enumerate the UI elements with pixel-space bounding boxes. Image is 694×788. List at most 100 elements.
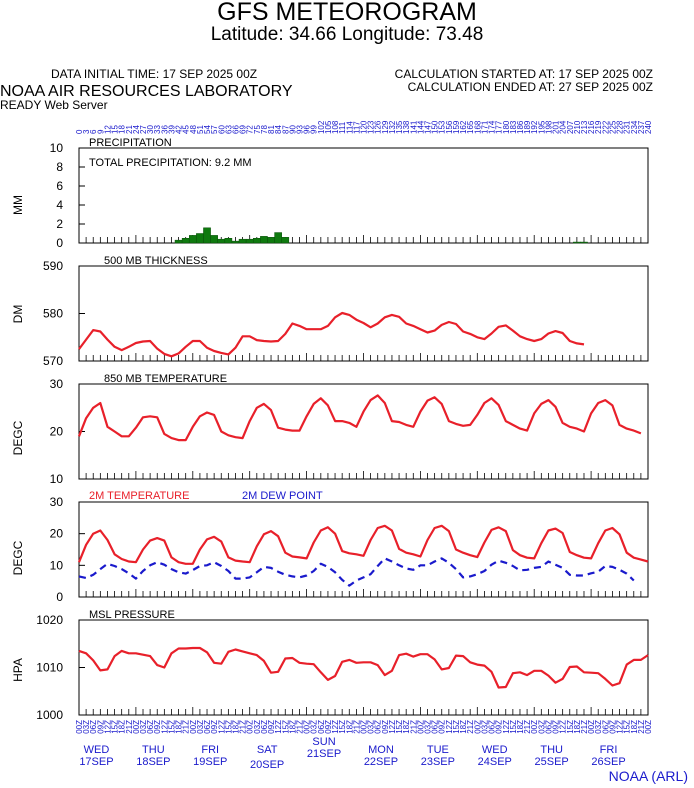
forecast-hour-label: 216 (587, 120, 596, 134)
date-label: 20SEP (250, 759, 284, 771)
y-tick-label: 0 (56, 590, 63, 604)
utc-hour-label: 06Z (317, 720, 326, 734)
y-axis-label: DEGC (11, 420, 25, 455)
utc-hour-label: 03Z (310, 720, 319, 734)
forecast-hour-label: 153 (438, 120, 447, 134)
utc-hour-label: 06Z (544, 720, 553, 734)
utc-hour-label: 09Z (96, 720, 105, 734)
utc-hour-label: 15Z (566, 720, 575, 734)
utc-hour-label: 06Z (89, 720, 98, 734)
utc-hour-label: 15Z (452, 720, 461, 734)
utc-hour-label: 09Z (438, 720, 447, 734)
y-tick-label: 30 (50, 377, 64, 391)
utc-hour-label: 18Z (402, 720, 411, 734)
forecast-hour-label: 114 (345, 121, 354, 134)
forecast-hour-label: 21 (125, 125, 134, 134)
forecast-hour-label: 66 (231, 125, 240, 134)
date-label: 23SEP (421, 756, 455, 768)
utc-hour-label: 12Z (217, 720, 226, 734)
utc-hour-label: 03Z (253, 720, 262, 734)
forecast-hour-label: 219 (594, 120, 603, 134)
utc-hour-label: 03Z (537, 720, 546, 734)
utc-hour-label: 18Z (175, 720, 184, 734)
precip-bar (210, 235, 218, 244)
forecast-hour-label: 231 (623, 120, 632, 134)
forecast-hour-label: 93 (295, 125, 304, 134)
utc-hour-label: 18Z (345, 720, 354, 734)
utc-hour-label: 15Z (224, 720, 233, 734)
forecast-hour-label: 183 (509, 120, 518, 134)
y-tick-label: 4 (56, 198, 63, 212)
forecast-hour-label: 111 (338, 121, 347, 134)
forecast-hour-label: 189 (523, 120, 532, 134)
date-label: 19SEP (193, 756, 227, 768)
precip-bar (253, 238, 261, 244)
series-line (78, 311, 585, 358)
forecast-hour-label: 225 (608, 120, 617, 134)
y-axis-label: DEGC (11, 540, 25, 575)
forecast-hour-label: 12 (103, 125, 112, 134)
forecast-hour-label: 237 (637, 120, 646, 134)
date-label: 24SEP (478, 756, 512, 768)
y-axis-label: MM (11, 195, 25, 215)
utc-hour-label: 15Z (509, 720, 518, 734)
forecast-hour-label: 129 (381, 120, 390, 134)
utc-hour-label: 18Z (516, 720, 525, 734)
calculation-ended: CALCULATION ENDED AT: 27 SEP 2025 00Z (407, 80, 653, 94)
date-label: 18SEP (136, 756, 170, 768)
forecast-hour-label: 186 (516, 120, 525, 134)
forecast-hour-label: 99 (310, 125, 319, 134)
forecast-hour-label: 213 (580, 120, 589, 134)
utc-hour-label: 21Z (466, 720, 475, 734)
utc-hour-label: 12Z (388, 720, 397, 734)
forecast-hour-label: 192 (530, 120, 539, 134)
utc-hour-label: 09Z (153, 720, 162, 734)
forecast-hour-label: 171 (480, 120, 489, 134)
utc-hour-label: 15Z (111, 720, 120, 734)
forecast-hour-label: 162 (459, 120, 468, 134)
forecast-hour-label: 105 (324, 120, 333, 134)
utc-hour-label: 03Z (367, 720, 376, 734)
utc-hour-label: 06Z (146, 720, 155, 734)
utc-hour-label: 09Z (608, 720, 617, 734)
utc-hour-label: 12Z (274, 720, 283, 734)
utc-hour-label: 09Z (495, 720, 504, 734)
forecast-hour-label: 240 (644, 120, 653, 134)
utc-hour-label: 15Z (623, 720, 632, 734)
precip-bar (238, 238, 247, 244)
forecast-hour-label: 165 (466, 120, 475, 134)
utc-hour-label: 15Z (395, 720, 404, 734)
utc-hour-label: 18Z (288, 720, 297, 734)
forecast-hour-label: 144 (416, 120, 425, 134)
y-tick-label: 20 (50, 527, 64, 541)
forecast-hour-label: 222 (601, 120, 610, 134)
utc-hour-label: 00Z (644, 720, 653, 734)
forecast-hour-label: 45 (182, 125, 191, 134)
forecast-hour-label: 57 (210, 125, 219, 134)
utc-hour-label: 00Z (246, 720, 255, 734)
credit-label: NOAA (ARL) (608, 768, 688, 784)
utc-hour-label: 03Z (196, 720, 205, 734)
forecast-hour-label: 210 (573, 120, 582, 134)
forecast-hour-label: 0 (75, 129, 84, 134)
utc-hour-label: 21Z (637, 720, 646, 734)
date-label: 21SEP (307, 748, 341, 760)
forecast-hour-label: 42 (175, 125, 184, 134)
forecast-hour-label: 177 (495, 120, 504, 134)
legend-2m-temperature: 2M TEMPERATURE (89, 490, 189, 502)
precip-bar (174, 239, 183, 244)
utc-hour-label: 12Z (160, 720, 169, 734)
server-name: READY Web Server (0, 98, 108, 112)
utc-hour-label: 00Z (132, 720, 141, 734)
forecast-hour-label: 195 (537, 120, 546, 134)
day-of-week-label: TUE (427, 744, 449, 756)
date-label: 22SEP (364, 756, 398, 768)
forecast-hour-label: 234 (630, 120, 639, 134)
day-of-week-label: THU (142, 744, 165, 756)
legend-dew-point: 2M DEW POINT (242, 490, 323, 502)
forecast-hour-label: 60 (217, 125, 226, 134)
precip-bar (196, 233, 204, 244)
utc-hour-label: 00Z (473, 720, 482, 734)
forecast-hour-label: 33 (153, 125, 162, 134)
date-label: 26SEP (591, 756, 625, 768)
